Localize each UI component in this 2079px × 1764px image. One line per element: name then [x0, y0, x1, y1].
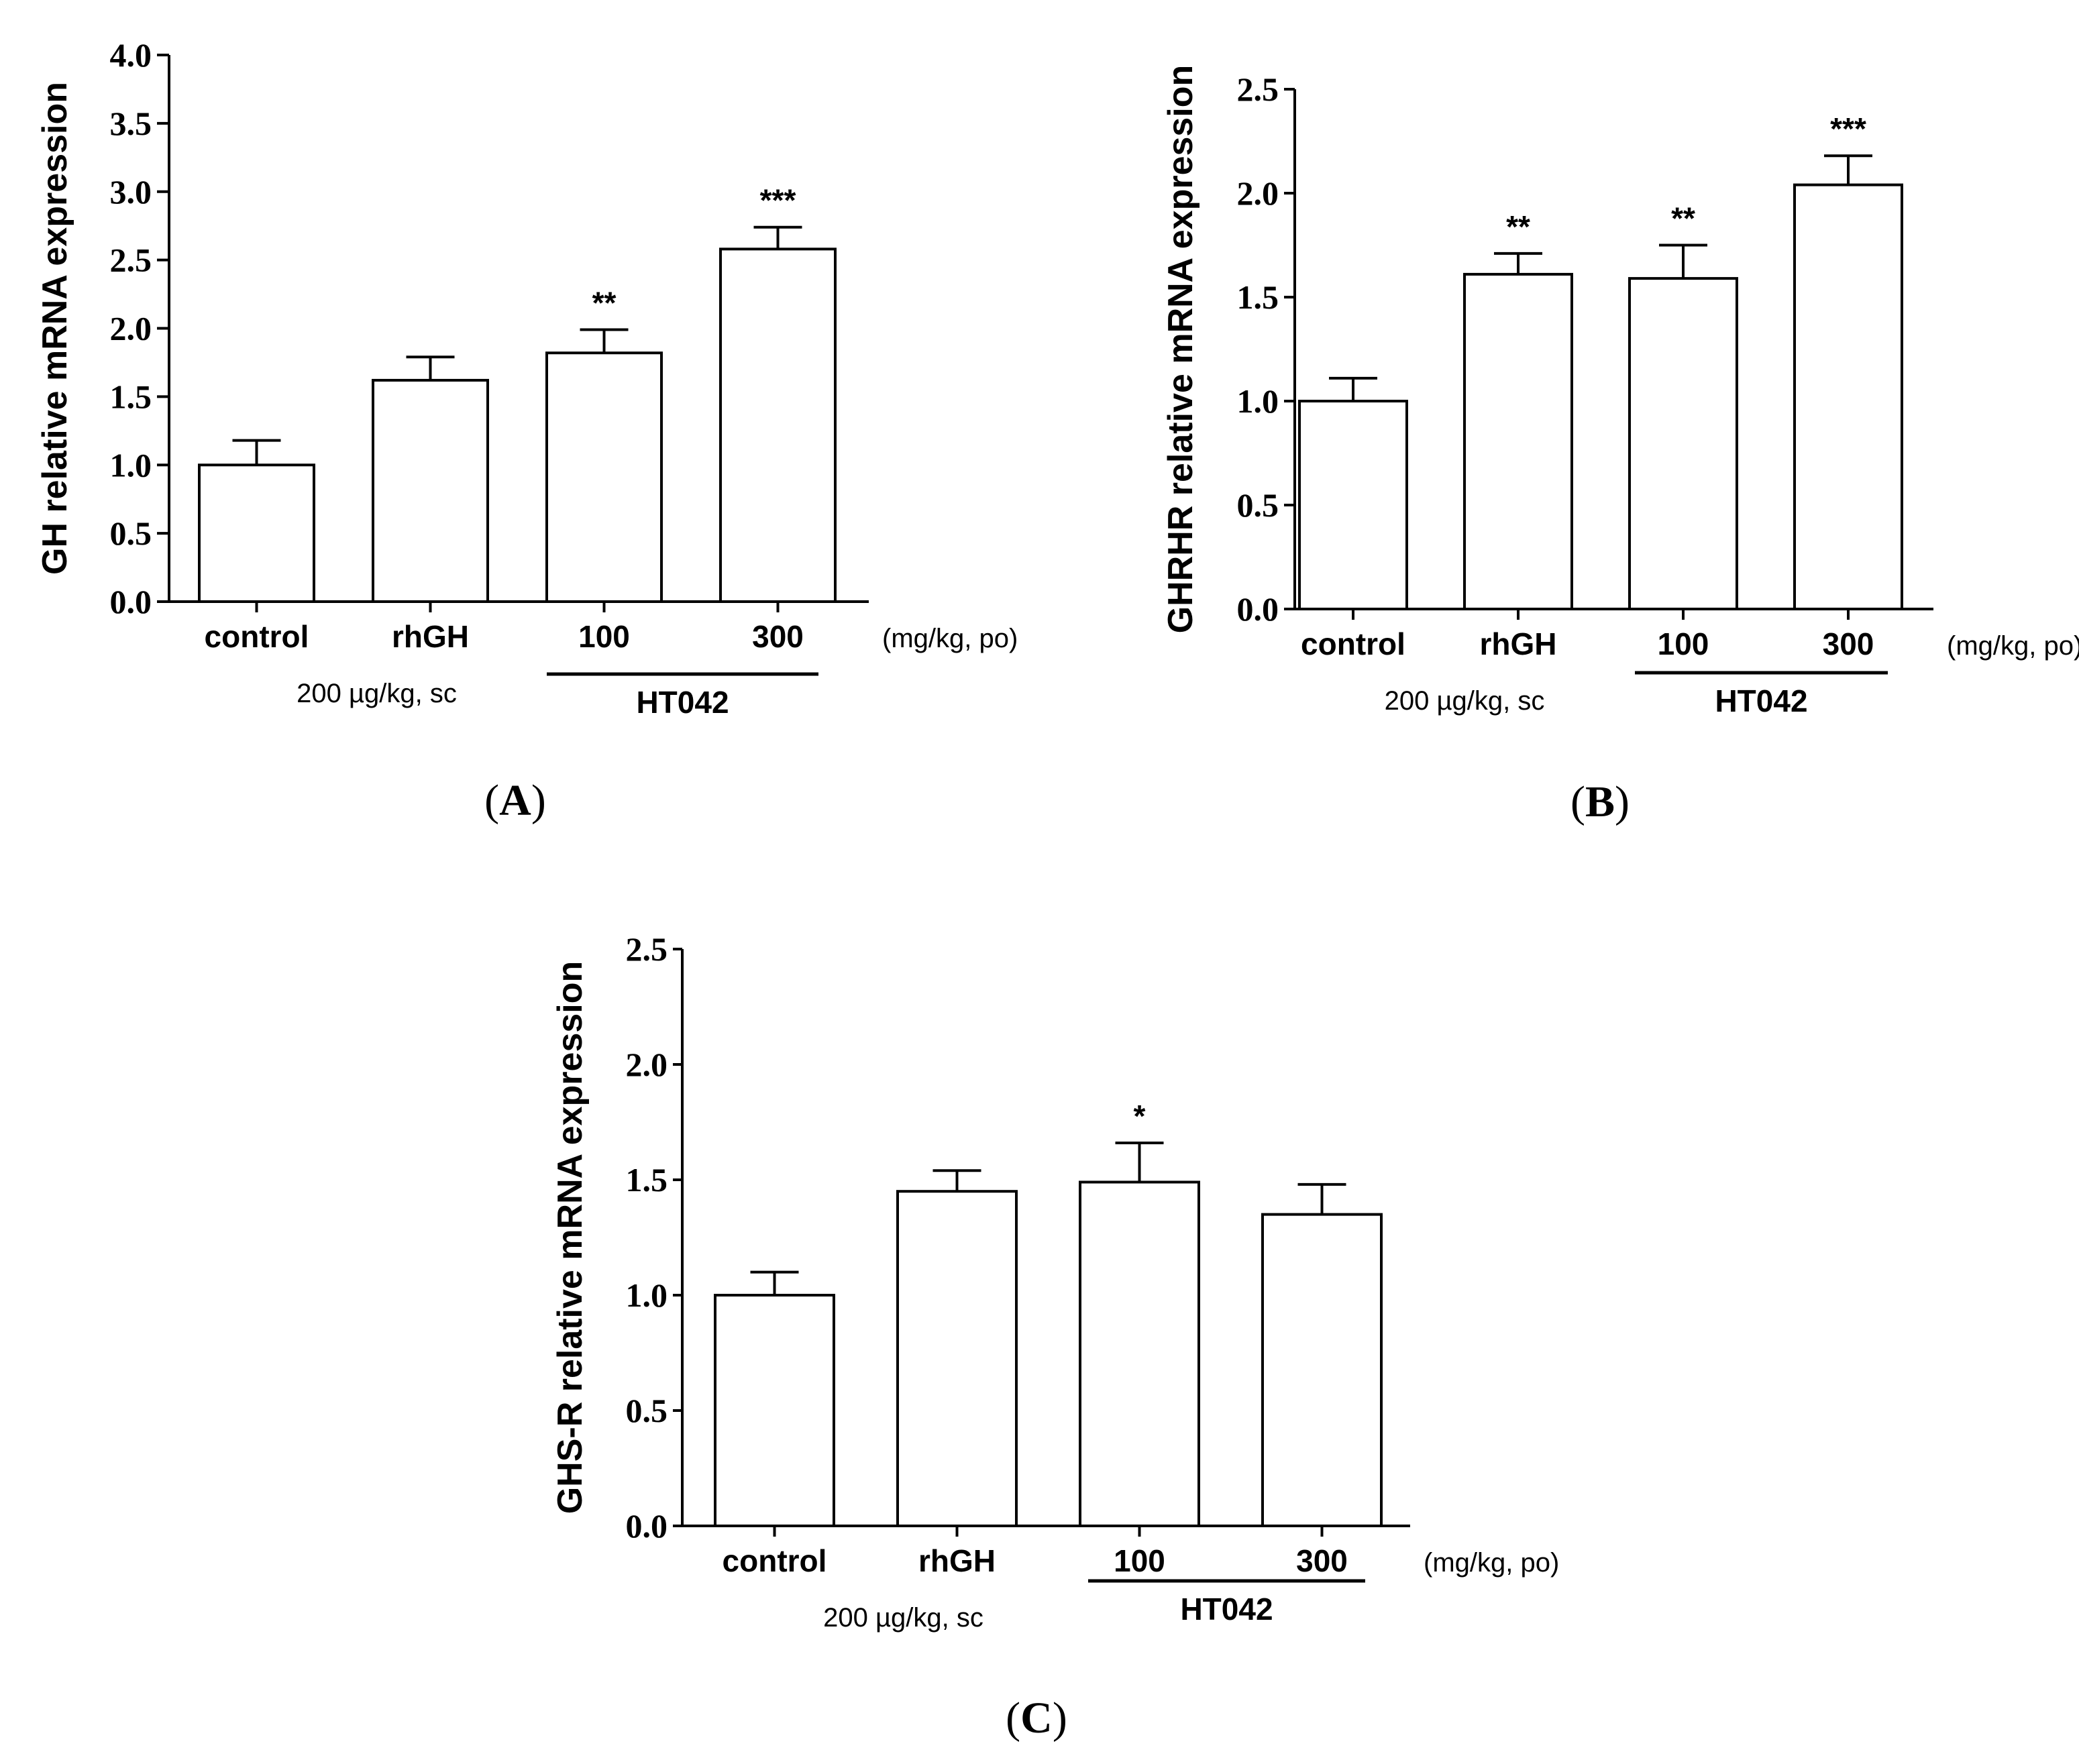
ht042-group-label: HT042	[1180, 1592, 1273, 1627]
bar-100	[1628, 277, 1738, 610]
y-tick-label: 1.5	[1237, 278, 1279, 316]
y-tick-label: 1.0	[626, 1276, 668, 1314]
y-tick-label: 4.0	[110, 36, 152, 74]
y-axis-title: GH relative mRNA expression	[36, 82, 74, 575]
y-tick-label: 2.5	[626, 930, 668, 968]
rhgh-dose-label: 200 µg/kg, sc	[1385, 686, 1545, 716]
y-tick-label: 1.5	[110, 378, 152, 415]
significance-marker: ***	[760, 183, 796, 218]
x-category-label: 300	[1296, 1543, 1348, 1578]
bar-300	[1261, 1213, 1383, 1527]
y-tick-label: 1.0	[1237, 382, 1279, 420]
ht042-group-label: HT042	[1715, 683, 1807, 718]
y-tick-label: 0.5	[110, 514, 152, 552]
bar-control	[714, 1294, 835, 1527]
rhgh-dose-label: 200 µg/kg, sc	[823, 1603, 983, 1633]
x-category-label: 100	[1114, 1543, 1165, 1578]
y-tick-label: 3.0	[110, 173, 152, 211]
bar-100	[1079, 1180, 1200, 1527]
panel-label-b: (B)	[1570, 777, 1630, 826]
bar-rhGH	[896, 1190, 1018, 1527]
bar-300	[1793, 183, 1903, 611]
significance-marker: **	[592, 286, 617, 321]
x-category-label: control	[723, 1543, 827, 1578]
x-category-label: 100	[578, 619, 630, 654]
bar-control	[198, 463, 315, 603]
y-axis-title: GHRHR relative mRNA expression	[1161, 65, 1200, 634]
significance-marker: ***	[1830, 111, 1866, 146]
y-tick-label: 1.0	[110, 446, 152, 484]
y-tick-label: 0.0	[626, 1507, 668, 1545]
x-category-label: control	[1301, 626, 1405, 661]
panel-label-c: (C)	[1006, 1694, 1067, 1743]
y-tick-label: 1.5	[626, 1161, 668, 1199]
significance-marker: *	[1134, 1099, 1146, 1134]
x-category-label: rhGH	[392, 619, 469, 654]
dose-unit-label: (mg/kg, po)	[1947, 631, 2079, 661]
significance-marker: **	[1506, 209, 1530, 244]
dose-unit-label: (mg/kg, po)	[882, 624, 1018, 653]
bar-100	[545, 351, 663, 603]
bar-rhGH	[372, 378, 489, 603]
y-tick-label: 2.5	[1237, 70, 1279, 108]
y-tick-label: 0.0	[110, 583, 152, 620]
panel-a-chart: 0.0 0.5 1.0 1.5 2.0 2.5 3.0 3.5 4.0 GH relative m…	[36, 36, 1018, 825]
ht042-group-label: HT042	[636, 685, 729, 720]
y-tick-label: 2.5	[110, 241, 152, 279]
x-category-label: 300	[1823, 626, 1874, 661]
y-tick-label: 2.0	[626, 1046, 668, 1083]
x-category-label: control	[205, 619, 309, 654]
bar-control	[1298, 400, 1408, 610]
y-tick-label: 2.0	[1237, 174, 1279, 212]
panel-c-chart: 0.0 0.5 1.0 1.5 2.0 2.5 GHS-R relative mRNA ex…	[551, 930, 1559, 1743]
x-category-label: rhGH	[1480, 626, 1557, 661]
rhgh-dose-label: 200 µg/kg, sc	[297, 679, 457, 708]
significance-marker: **	[1671, 201, 1695, 236]
y-tick-label: 0.0	[1237, 590, 1279, 628]
bar-300	[719, 247, 837, 603]
dose-unit-label: (mg/kg, po)	[1424, 1548, 1559, 1578]
x-category-label: 100	[1658, 626, 1709, 661]
y-tick-label: 3.5	[110, 105, 152, 142]
bar-rhGH	[1463, 272, 1573, 610]
y-tick-label: 0.5	[1237, 486, 1279, 524]
panel-label-a: (A)	[484, 776, 546, 825]
y-tick-label: 2.0	[110, 310, 152, 347]
x-category-label: 300	[752, 619, 804, 654]
panel-b-chart: 0.0 0.5 1.0 1.5 2.0 2.5 GHRHR relative mRNA ex…	[1161, 65, 2079, 826]
x-category-label: rhGH	[918, 1543, 996, 1578]
y-axis-title: GHS-R relative mRNA expression	[551, 961, 590, 1514]
y-tick-label: 0.5	[626, 1392, 668, 1429]
